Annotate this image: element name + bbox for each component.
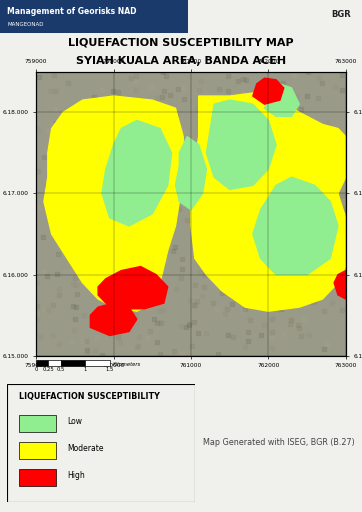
Polygon shape xyxy=(102,120,172,226)
Polygon shape xyxy=(206,100,276,189)
Polygon shape xyxy=(90,303,137,335)
Bar xyxy=(36,360,49,366)
Bar xyxy=(18,442,56,459)
Polygon shape xyxy=(176,137,206,210)
Text: Map Generated with ISEG, BGR (B.27): Map Generated with ISEG, BGR (B.27) xyxy=(203,438,355,447)
Text: LIQUEFACTION SUSCEPTIBILITY: LIQUEFACTION SUSCEPTIBILITY xyxy=(18,392,159,401)
Text: 0.25: 0.25 xyxy=(43,368,54,372)
Polygon shape xyxy=(253,177,338,274)
Text: Management of Georisks NAD: Management of Georisks NAD xyxy=(7,7,137,16)
Text: 0.5: 0.5 xyxy=(56,368,65,372)
Text: 1.5: 1.5 xyxy=(105,368,114,372)
Text: SYIAH KUALA AREA, BANDA ACEH: SYIAH KUALA AREA, BANDA ACEH xyxy=(76,56,286,66)
Text: Kilometers: Kilometers xyxy=(113,362,141,367)
Bar xyxy=(18,469,56,486)
Text: 0: 0 xyxy=(34,368,38,372)
Text: BGR: BGR xyxy=(331,10,351,19)
Polygon shape xyxy=(253,78,284,104)
Polygon shape xyxy=(191,88,346,311)
Polygon shape xyxy=(334,270,346,299)
Text: MANGEONAD: MANGEONAD xyxy=(7,22,44,27)
Bar xyxy=(61,360,85,366)
Text: Low: Low xyxy=(67,417,83,426)
Text: LIQUEFACTION SUSCEPTIBILITY MAP: LIQUEFACTION SUSCEPTIBILITY MAP xyxy=(68,38,294,48)
Text: 1: 1 xyxy=(83,368,87,372)
Bar xyxy=(18,415,56,432)
Text: High: High xyxy=(67,472,85,480)
Text: Moderate: Moderate xyxy=(67,444,104,453)
Polygon shape xyxy=(265,84,299,116)
Polygon shape xyxy=(98,267,168,309)
Polygon shape xyxy=(44,96,183,311)
Bar xyxy=(49,360,61,366)
Bar xyxy=(85,360,109,366)
Bar xyxy=(0,0,188,33)
